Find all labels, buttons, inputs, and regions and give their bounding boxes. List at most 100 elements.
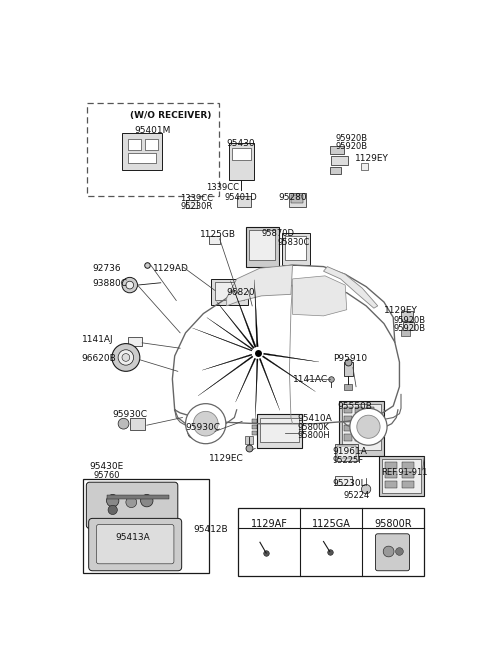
Circle shape xyxy=(361,485,371,494)
Text: 95550B: 95550B xyxy=(337,402,372,411)
FancyBboxPatch shape xyxy=(87,104,219,195)
Bar xyxy=(209,236,220,243)
Bar xyxy=(126,346,135,353)
Bar xyxy=(379,456,424,496)
FancyBboxPatch shape xyxy=(89,518,181,571)
Text: 95430: 95430 xyxy=(226,139,255,148)
Bar xyxy=(291,195,303,203)
Text: 95280: 95280 xyxy=(278,193,307,201)
Text: 1129EY: 1129EY xyxy=(384,306,418,315)
Text: REF.91-911: REF.91-911 xyxy=(382,468,428,476)
Circle shape xyxy=(126,281,133,289)
Bar xyxy=(385,472,397,478)
Bar xyxy=(402,472,414,478)
Bar xyxy=(403,322,414,330)
Text: P95910: P95910 xyxy=(333,354,367,363)
Bar xyxy=(257,415,302,448)
Text: 95830C: 95830C xyxy=(277,238,310,247)
Circle shape xyxy=(383,546,394,557)
Bar xyxy=(360,163,369,170)
Circle shape xyxy=(193,411,218,436)
Bar xyxy=(330,167,340,174)
Text: (W/O RECEIVER): (W/O RECEIVER) xyxy=(130,111,211,120)
Bar xyxy=(385,481,397,487)
Polygon shape xyxy=(292,276,347,316)
Text: 95412B: 95412B xyxy=(193,525,228,535)
Bar xyxy=(285,236,306,260)
Bar xyxy=(366,434,374,441)
Circle shape xyxy=(95,527,110,543)
Text: 1125GB: 1125GB xyxy=(200,230,236,239)
Bar xyxy=(260,417,299,442)
Text: 1339CC: 1339CC xyxy=(206,182,239,192)
Bar xyxy=(249,230,276,260)
Polygon shape xyxy=(207,318,253,350)
Bar xyxy=(345,434,352,441)
Text: 95225F: 95225F xyxy=(333,456,364,465)
Polygon shape xyxy=(192,328,252,351)
Bar xyxy=(335,443,359,461)
Circle shape xyxy=(112,344,140,371)
Bar xyxy=(229,144,254,180)
Text: 95230R: 95230R xyxy=(180,202,212,211)
Text: 1129EC: 1129EC xyxy=(209,455,243,464)
FancyBboxPatch shape xyxy=(96,525,174,564)
Bar xyxy=(344,362,353,376)
Bar xyxy=(107,495,168,499)
Text: 1129AD: 1129AD xyxy=(153,264,189,272)
Circle shape xyxy=(357,415,380,438)
Text: 95930C: 95930C xyxy=(113,410,148,419)
Polygon shape xyxy=(198,356,253,396)
Text: 95800K: 95800K xyxy=(297,423,329,432)
Bar xyxy=(252,419,257,423)
Bar xyxy=(232,148,251,160)
Bar xyxy=(345,416,352,422)
Bar xyxy=(355,434,363,441)
Bar xyxy=(288,193,306,207)
Text: 95920B: 95920B xyxy=(335,142,367,151)
FancyBboxPatch shape xyxy=(86,482,178,528)
Text: 93880C: 93880C xyxy=(93,279,128,288)
Circle shape xyxy=(107,495,119,507)
Polygon shape xyxy=(227,265,292,306)
Bar xyxy=(246,226,278,266)
Bar xyxy=(128,153,156,163)
Bar xyxy=(345,384,352,390)
Circle shape xyxy=(118,419,129,429)
Text: 95224: 95224 xyxy=(344,491,370,500)
Text: 96620B: 96620B xyxy=(82,354,117,363)
Text: 1125GA: 1125GA xyxy=(312,519,351,529)
Bar xyxy=(83,479,209,573)
Bar xyxy=(366,407,374,413)
Text: 95920B: 95920B xyxy=(393,316,425,325)
Text: 95413A: 95413A xyxy=(116,533,151,542)
Bar xyxy=(345,407,352,413)
Polygon shape xyxy=(259,358,280,411)
Bar xyxy=(237,195,251,207)
Text: 1141AJ: 1141AJ xyxy=(82,335,113,344)
Bar xyxy=(245,436,253,443)
Text: 95760: 95760 xyxy=(93,472,120,480)
Text: 95800H: 95800H xyxy=(297,430,330,440)
Bar xyxy=(337,446,356,458)
Text: 91961A: 91961A xyxy=(333,447,368,456)
Text: 95800R: 95800R xyxy=(374,519,412,529)
Bar xyxy=(385,462,397,469)
Bar xyxy=(122,133,162,170)
Text: 95230L: 95230L xyxy=(333,479,366,488)
Circle shape xyxy=(141,495,153,507)
Bar xyxy=(355,407,363,413)
Polygon shape xyxy=(216,302,254,348)
Circle shape xyxy=(122,354,130,361)
Bar xyxy=(252,425,257,429)
Polygon shape xyxy=(255,359,258,419)
Text: 1141AC: 1141AC xyxy=(292,375,328,384)
Bar xyxy=(128,139,141,150)
Bar xyxy=(402,481,414,487)
Circle shape xyxy=(350,408,387,445)
Text: 95930C: 95930C xyxy=(186,423,220,432)
Text: 95430E: 95430E xyxy=(89,462,124,471)
Bar xyxy=(366,425,374,432)
Polygon shape xyxy=(324,266,378,308)
Text: 95920B: 95920B xyxy=(393,323,425,333)
